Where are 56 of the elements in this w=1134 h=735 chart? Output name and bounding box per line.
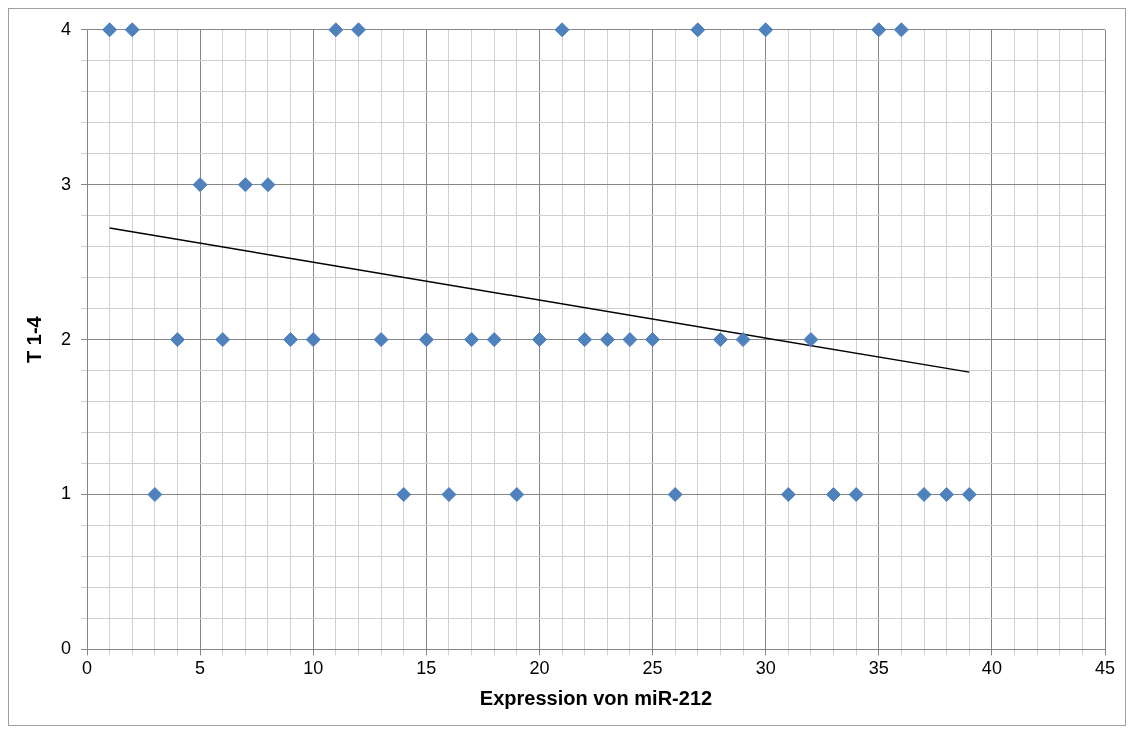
point [237,177,253,193]
point [577,332,593,348]
point [554,22,570,38]
point [147,487,163,502]
point [350,22,366,38]
point [735,332,751,348]
point [486,332,502,348]
x-tick-label: 40 [981,658,1002,679]
x-tick-label: 25 [642,658,663,679]
point [667,487,683,502]
x-tick-label: 15 [416,658,437,679]
point [826,487,842,502]
point [509,487,525,502]
point [192,177,208,193]
x-tick-label: 30 [755,658,776,679]
point [124,22,140,38]
point [373,332,389,348]
y-tick-label: 3 [61,173,72,194]
y-tick-label: 0 [61,638,72,659]
point [102,22,118,38]
x-tick-label: 20 [529,658,550,679]
point [871,22,887,38]
point [939,487,955,502]
x-tick-label: 45 [1094,658,1116,679]
y-tick-label: 1 [61,483,72,504]
point [690,22,706,38]
point [622,332,638,348]
y-tick-label: 2 [61,328,72,349]
x-axis-title: Expression von miR-212 [479,686,713,709]
x-tick-label: 0 [82,658,93,679]
point [441,487,457,502]
point [961,487,977,502]
point [645,332,661,348]
point [803,332,819,348]
point [170,332,185,348]
point [780,487,796,502]
point [305,332,321,348]
y-axis-title: T 1-4 [22,315,45,363]
point [418,332,434,348]
y-tick-label: 4 [61,18,72,39]
point [531,332,547,348]
point [283,332,299,348]
point [916,487,932,502]
x-tick-label: 35 [868,658,889,679]
point [758,22,774,38]
point [215,332,231,348]
x-tick-label: 5 [195,658,206,679]
point [893,22,909,38]
point [260,177,276,193]
point [712,332,728,348]
point [848,487,864,502]
point [599,332,615,348]
point [396,487,412,502]
point [464,332,480,348]
point [328,22,344,38]
x-tick-label: 10 [303,658,324,679]
